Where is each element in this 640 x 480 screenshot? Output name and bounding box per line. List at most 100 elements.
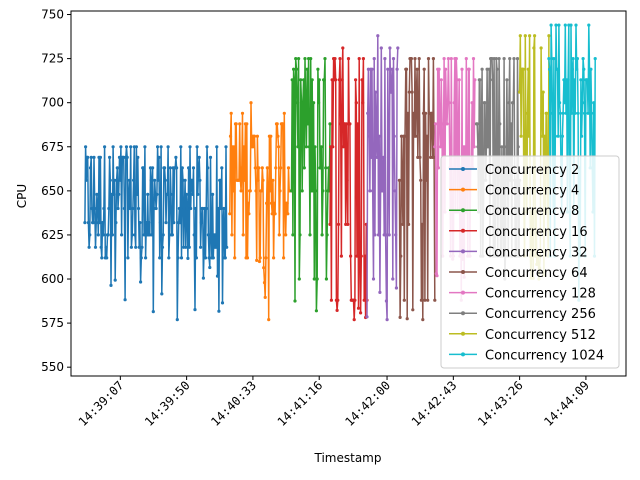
data-point [324,277,328,281]
data-point [339,122,343,126]
data-point [393,189,397,193]
data-point [374,90,378,94]
data-point [438,122,442,126]
data-point [292,67,296,71]
data-point [441,145,445,149]
data-point [570,67,575,71]
data-point [186,256,190,260]
data-point [211,256,215,260]
data-point [515,57,520,61]
data-point [460,67,464,71]
data-point [140,245,144,249]
data-point [302,78,306,82]
data-point [191,192,195,196]
data-point [297,57,301,61]
data-point [134,245,138,249]
data-point [508,57,512,61]
data-point [391,57,396,61]
data-point [218,178,222,182]
data-point [282,111,286,115]
data-point [106,233,110,237]
legend-marker [461,208,465,213]
data-point [260,189,264,193]
data-point [115,178,119,182]
data-point [553,134,557,138]
data-point [547,34,551,38]
data-point [158,256,162,260]
data-point [286,212,290,216]
data-point [190,178,194,182]
data-point [279,166,283,170]
data-point [386,67,390,71]
data-point [412,111,416,115]
data-point [416,111,421,115]
data-point [268,189,272,193]
data-point [394,233,398,237]
data-point [563,101,567,105]
data-point [425,134,429,138]
data-point [194,256,198,260]
legend-label: Concurrency 16 [485,225,588,240]
data-point [539,46,543,50]
data-point [187,166,191,170]
data-point [83,221,87,225]
legend-item: Concurrency 2 [449,163,579,178]
data-point [103,145,107,149]
legend-box [440,155,620,369]
data-point [96,233,100,237]
data-point [415,67,419,71]
data-point [370,67,374,71]
data-point [549,23,553,27]
data-point [206,233,210,237]
data-point [439,78,443,82]
data-point [84,145,88,149]
y-tick-label: 725 [41,52,64,66]
data-point [566,78,570,82]
data-point [328,222,332,226]
data-point [241,233,245,237]
data-point [320,233,324,237]
data-point [100,221,105,225]
data-point [398,315,402,319]
data-point [228,134,233,138]
y-axis-label: CPU [15,184,29,208]
data-point [269,201,274,205]
data-point [108,155,112,159]
data-point [572,78,577,82]
data-point [120,233,124,237]
data-point [229,111,233,115]
data-point [545,111,549,115]
data-point [98,221,102,225]
data-point [217,309,221,313]
data-point [325,233,329,237]
data-point [352,318,356,322]
data-point [580,134,584,138]
data-point [292,78,296,82]
data-point [476,145,480,149]
data-point [319,145,323,149]
plot-frame [70,10,627,377]
data-point [273,212,277,216]
data-point [92,155,96,159]
data-point [480,67,484,71]
data-point [245,122,249,126]
data-point [142,233,146,237]
data-point [117,155,122,159]
data-point [196,192,200,196]
legend-item: Concurrency 128 [449,287,596,302]
data-point [580,101,585,105]
data-point [214,245,218,249]
data-point [463,145,467,149]
data-point [277,233,281,237]
data-point [433,122,438,126]
data-point [141,166,145,170]
data-point [86,221,90,225]
data-point [436,166,440,170]
data-point [421,318,425,322]
data-point [220,301,225,305]
data-point [378,290,382,294]
data-point [336,222,341,226]
data-point [303,57,307,61]
data-point [491,78,495,82]
series-3 [289,57,332,313]
